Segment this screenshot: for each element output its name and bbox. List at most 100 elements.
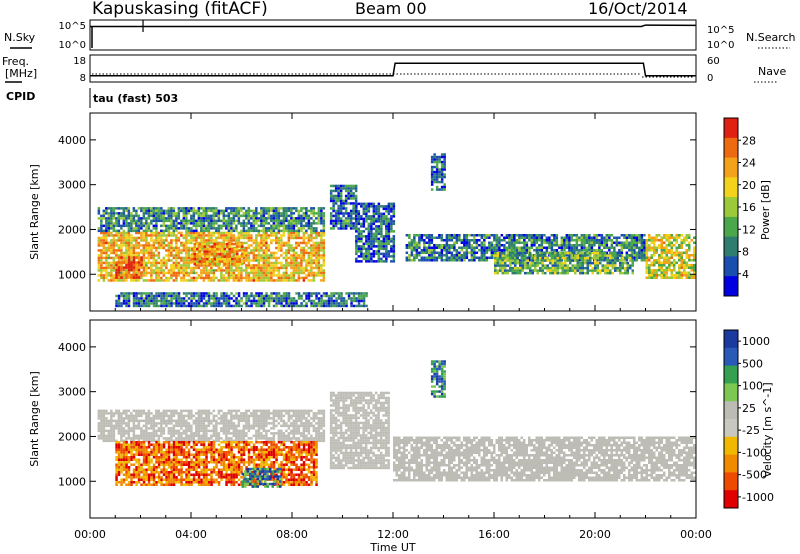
scatter-cell	[257, 264, 261, 267]
scatter-cell	[192, 294, 196, 298]
scatter-cell	[635, 239, 639, 242]
scatter-cell	[205, 276, 208, 280]
scatter-cell	[685, 234, 688, 237]
scatter-cell	[247, 217, 251, 220]
scatter-cell	[147, 294, 151, 298]
scatter-cell	[312, 266, 316, 270]
scatter-cell	[566, 256, 569, 260]
scatter-cell	[282, 304, 286, 308]
scatter-cell	[185, 219, 188, 223]
scatter-cell	[167, 269, 171, 272]
scatter-cell	[280, 294, 283, 298]
scatter-cell	[292, 231, 296, 235]
scatter-cell	[569, 261, 572, 265]
scatter-cell	[589, 254, 592, 257]
scatter-cell	[305, 214, 308, 218]
scatter-cell	[493, 246, 496, 249]
scatter-cell	[329, 222, 333, 225]
scatter-cell	[332, 214, 335, 218]
scatter-cell	[145, 256, 148, 260]
scatter-cell	[231, 242, 234, 246]
scatter-cell	[157, 299, 161, 303]
scatter-cell	[377, 212, 381, 216]
scatter-cell	[685, 254, 688, 257]
scatter-cell	[514, 269, 517, 272]
scatter-cell	[187, 239, 191, 242]
scatter-cell	[375, 217, 378, 221]
scatter-cell	[265, 212, 268, 215]
scatter-cell	[614, 266, 617, 270]
scatter-cell	[277, 214, 281, 218]
scatter-cell	[152, 254, 156, 257]
scatter-cell	[262, 256, 266, 260]
scatter-cell	[335, 302, 338, 305]
scatter-cell	[137, 251, 141, 255]
scatter-cell	[626, 264, 629, 267]
scatter-cell	[170, 276, 173, 280]
scatter-cell	[392, 215, 396, 218]
scatter-cell	[272, 251, 276, 255]
scatter-cell	[465, 254, 469, 257]
scatter-cell	[257, 297, 261, 300]
scatter-cell	[160, 259, 163, 262]
scatter-cell	[576, 266, 579, 270]
scatter-cell	[140, 261, 143, 264]
scatter-cell	[453, 234, 456, 237]
scatter-cell	[438, 254, 441, 257]
scatter-cell	[312, 214, 316, 218]
scatter-cell	[355, 297, 358, 300]
scatter-cell	[177, 231, 181, 235]
scatter-cell	[428, 234, 431, 237]
scatter-cell	[650, 274, 653, 277]
scatter-cell	[578, 236, 581, 239]
scatter-cell	[445, 246, 449, 249]
scatter-cell	[107, 219, 111, 223]
scatter-cell	[312, 209, 316, 213]
scatter-cell	[212, 231, 216, 235]
scatter-cell	[355, 202, 358, 206]
scatter-cell	[633, 249, 636, 252]
scatter-cell	[177, 299, 181, 303]
scatter-cell	[365, 205, 368, 208]
scatter-cell	[212, 212, 216, 215]
scatter-cell	[195, 236, 198, 240]
scatter-cell	[247, 276, 251, 280]
scatter-cell	[150, 269, 153, 272]
scatter-cell	[135, 212, 138, 215]
scatter-cell	[385, 215, 388, 218]
scatter-cell	[167, 224, 171, 228]
scatter-cell	[410, 239, 414, 242]
scatter-cell	[245, 276, 248, 280]
scatter-cell	[498, 241, 501, 244]
scatter-cell	[332, 302, 336, 305]
scatter-cell	[216, 250, 219, 253]
scatter-cell	[349, 219, 353, 223]
scatter-cell	[387, 212, 391, 216]
scatter-cell	[132, 222, 136, 225]
scatter-cell	[236, 260, 239, 263]
scatter-cell	[217, 217, 221, 220]
scatter-cell	[310, 212, 313, 215]
scatter-cell	[302, 234, 306, 237]
scatter-cell	[349, 212, 353, 215]
scatter-cell	[541, 261, 544, 265]
scatter-cell	[192, 209, 196, 213]
scatter-cell	[130, 261, 133, 264]
scatter-cell	[145, 261, 148, 265]
scatter-cell	[198, 242, 201, 246]
scatter-cell	[349, 214, 353, 218]
scatter-cell	[210, 241, 213, 245]
scatter-cell	[688, 271, 691, 274]
scatter-cell	[584, 251, 587, 255]
scatter-cell	[107, 234, 111, 237]
scatter-cell	[230, 239, 233, 242]
scatter-cell	[177, 209, 181, 213]
scatter-cell	[265, 246, 268, 250]
scatter-cell	[157, 256, 161, 260]
scatter-cell	[277, 256, 281, 260]
scatter-cell	[655, 259, 658, 262]
scatter-cell	[182, 304, 186, 308]
scatter-cell	[623, 241, 626, 244]
scatter-cell	[280, 299, 283, 303]
scatter-cell	[217, 266, 221, 270]
